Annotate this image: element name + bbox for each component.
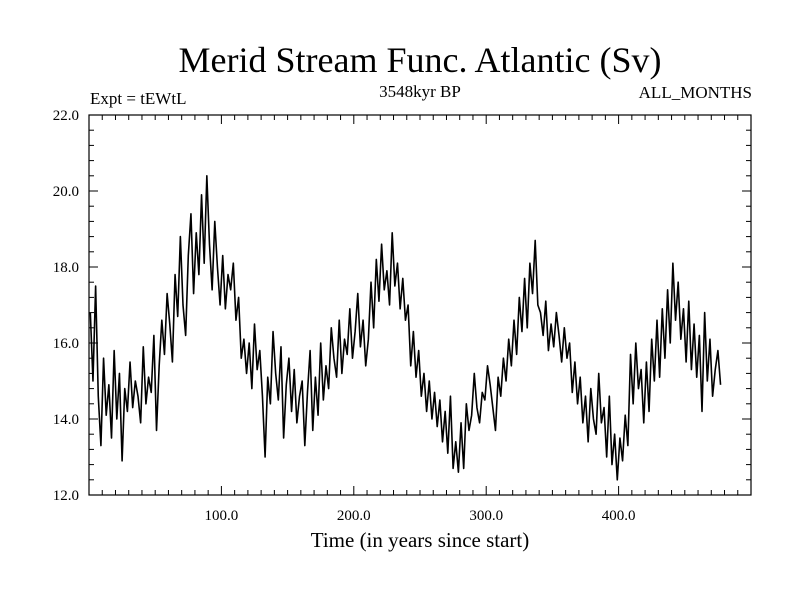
- y-tick-label: 18.0: [53, 260, 79, 276]
- x-tick-label: 300.0: [469, 508, 503, 524]
- x-tick-label: 200.0: [337, 508, 371, 524]
- months-label: ALL_MONTHS: [639, 83, 752, 102]
- series-layer: [89, 175, 722, 481]
- axis-ticks: [89, 114, 751, 496]
- y-tick-label: 12.0: [53, 488, 79, 504]
- experiment-label: Expt = tEWtL: [90, 89, 186, 108]
- chart-title: Merid Stream Func. Atlantic (Sv): [179, 40, 662, 80]
- x-tick-label: 100.0: [205, 508, 239, 524]
- series-line: [89, 175, 722, 481]
- x-axis-label: Time (in years since start): [311, 528, 530, 552]
- y-tick-label: 20.0: [53, 184, 79, 200]
- x-tick-label: 400.0: [602, 508, 636, 524]
- y-tick-label: 14.0: [53, 412, 79, 428]
- axis-tick-labels: 100.0 200.0 300.0 400.0 12.0 14.0 16.0 18.0 20.0…: [53, 108, 636, 524]
- y-tick-label: 22.0: [53, 108, 79, 124]
- period-label: 3548kyr BP: [379, 82, 461, 101]
- plot-frame: [88, 114, 752, 496]
- y-tick-label: 16.0: [53, 336, 79, 352]
